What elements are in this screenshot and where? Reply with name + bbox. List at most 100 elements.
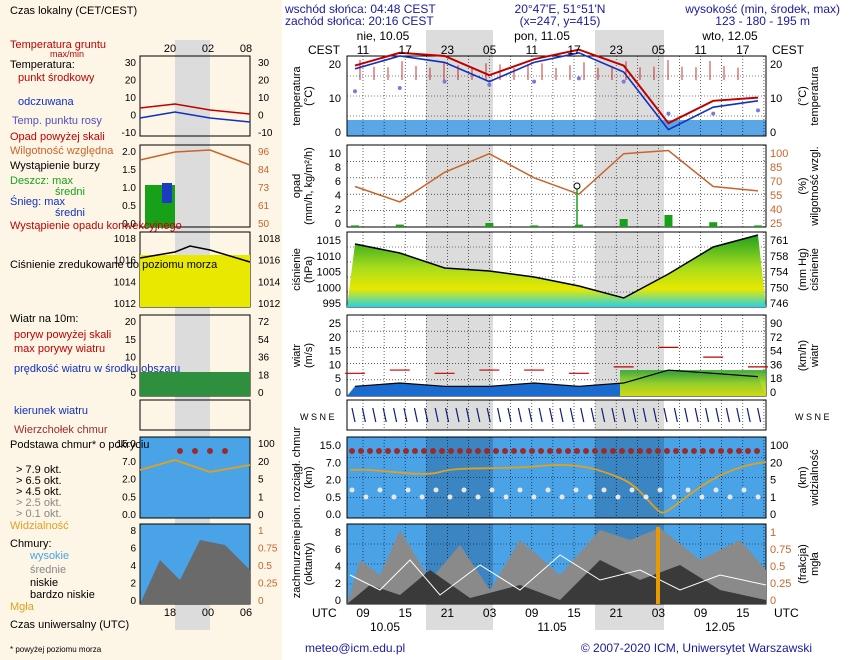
axis-label-left: ciśnienie — [291, 248, 303, 291]
cloud-base-dot — [629, 487, 635, 493]
cest-hour: 11 — [694, 43, 707, 57]
tick-left: 0 — [335, 218, 341, 230]
legend-tick-left: -10 — [122, 128, 137, 139]
legend-visibility-line — [139, 459, 251, 473]
night-shade-footer — [426, 604, 493, 630]
wind-direction-arrow — [705, 407, 710, 423]
tick-left: 8 — [335, 527, 341, 539]
tick-right: 55 — [770, 190, 782, 202]
cloud-base-dot — [377, 487, 383, 493]
tick-right: 754 — [770, 267, 788, 279]
utc-label-left: UTC — [312, 606, 337, 620]
legend-tz-hour: 02 — [202, 43, 214, 55]
legend-tick-right: 0.75 — [258, 544, 278, 555]
cloud-top-dot — [754, 448, 760, 454]
dew-point-point — [442, 79, 447, 84]
axis-label-right: temperatura — [809, 65, 821, 125]
tick-left: 0 — [335, 595, 341, 607]
cloud-top-dot — [412, 448, 418, 454]
tick-right: 54 — [770, 346, 782, 358]
legend-tick-right: 0 — [258, 596, 264, 607]
utc-hour: 09 — [356, 606, 370, 620]
legend-rainmid: średni — [55, 186, 85, 198]
utc-hour: 03 — [652, 606, 666, 620]
night-shade-header — [426, 30, 493, 56]
cloud-base-dot — [489, 487, 495, 493]
wind-direction-arrow — [663, 407, 668, 423]
cest-label-left: CEST — [308, 43, 341, 57]
legend-okt: > 4.5 okt. — [16, 486, 62, 498]
wind-direction-arrow — [736, 407, 741, 423]
legend-tick-left: 10 — [125, 353, 137, 364]
legend-panel — [139, 399, 251, 431]
axis-label-right: (km/h) — [797, 340, 809, 371]
legend-tick-right: 18 — [258, 370, 270, 381]
axis-label-left: (oktanty) — [303, 543, 315, 586]
wind-direction-arrow — [403, 407, 408, 423]
wind-direction-arrow — [424, 407, 429, 423]
wind-direction-arrow — [382, 407, 387, 423]
tick-right: 90 — [770, 318, 782, 330]
tick-left: 0 — [335, 127, 341, 139]
axis-label-right: wiatr — [809, 344, 821, 369]
cloud-top-dot — [682, 448, 688, 454]
legend-tick-left: 7.0 — [122, 457, 136, 468]
cloud-base-dot — [419, 494, 425, 500]
wind-direction-arrow — [486, 407, 491, 423]
apparent-temp-line — [354, 51, 759, 131]
legend-winddir: kierunek wiatru — [14, 405, 88, 417]
legend-high: wysokie — [29, 550, 69, 562]
legend-tick-right: 20 — [258, 76, 270, 87]
legend-cloud-top-dot — [222, 448, 228, 454]
wind-speed-line — [354, 369, 759, 387]
cloud-base-dot — [433, 487, 439, 493]
axis-label-right: (km) — [797, 467, 809, 489]
fog-bar — [656, 527, 660, 604]
wind-direction-arrow — [549, 407, 554, 423]
legend-apparent: odczuwana — [18, 96, 75, 108]
dew-point-point — [397, 86, 402, 90]
legend-okt: > 2.5 okt. — [16, 497, 62, 509]
legend-tick-left: 30 — [125, 58, 137, 69]
day-label: pon, 11.05 — [514, 29, 570, 43]
legend-clouds: Chmury: — [10, 538, 52, 550]
wind-direction-arrow — [538, 407, 543, 423]
legend-snow-bar — [162, 183, 172, 203]
legend-footnote: * powyżej poziomu morza — [10, 645, 102, 654]
cloud-top-dot — [493, 448, 499, 454]
cloud-top-dot — [646, 448, 652, 454]
wind-direction-arrow — [694, 407, 699, 423]
cloud-top-dot — [745, 448, 751, 454]
legend-gustabove: poryw powyżej skali — [14, 329, 111, 341]
legend-tick-left: 2 — [130, 579, 136, 590]
legend-tick-left: 0.0 — [122, 510, 136, 521]
wind-direction-arrow — [455, 407, 460, 423]
cloud-base-dot — [545, 487, 551, 493]
tick-right: 5 — [770, 475, 776, 487]
cloud-top-dot — [673, 448, 679, 454]
cloud-top-dot — [421, 448, 427, 454]
legend-tick-left: 0.5 — [122, 492, 136, 503]
elevation: 123 - 180 - 195 m — [715, 14, 810, 28]
legend-windmean: prędkość wiatru w środku obszaru — [14, 363, 180, 375]
tick-right: 0.75 — [770, 544, 791, 556]
legend-convective: Wystąpienie opadu konwekcyjnego — [10, 220, 182, 232]
legend-tick-right: 0 — [258, 388, 264, 399]
legend-tick-right: 10 — [258, 93, 270, 104]
cloud-top-dot — [637, 448, 643, 454]
legend-cloud-top-dot — [207, 448, 213, 454]
wind-direction-arrow — [746, 407, 751, 423]
cloud-top-dot — [583, 448, 589, 454]
wind-direction-arrow — [372, 407, 377, 423]
legend-pressure-line — [139, 245, 251, 263]
legend-wind-fill — [140, 372, 250, 396]
dew-point-point — [353, 89, 357, 94]
precip-bar — [485, 223, 494, 227]
legend-utc-hour: 00 — [202, 607, 214, 619]
cloud-base-dot — [461, 487, 467, 493]
legend-utc-hour: 06 — [240, 607, 252, 619]
panel-precip-frame — [346, 144, 767, 228]
legend-pressure-fill — [140, 255, 250, 307]
below-zero-band — [347, 120, 766, 136]
wind-direction-arrow — [715, 407, 720, 423]
